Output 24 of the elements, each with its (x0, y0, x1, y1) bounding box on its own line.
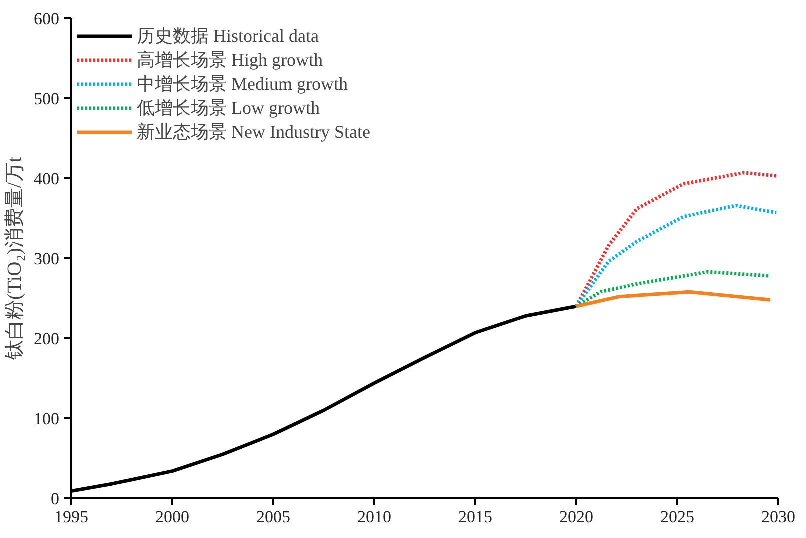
x-tick-label: 2030 (762, 508, 796, 526)
x-tick-label: 2015 (458, 508, 492, 526)
legend-label: 历史数据 Historical data (137, 25, 319, 48)
x-tick-label: 2005 (256, 508, 290, 526)
y-tick-label: 300 (34, 250, 60, 268)
y-axis-title: 钛白粉(TiO₂)消费量/万t (4, 156, 26, 361)
y-tick-label: 500 (34, 90, 60, 108)
y-tick-label: 200 (34, 330, 60, 348)
x-tick-label: 1995 (54, 508, 88, 526)
line-series (574, 290, 772, 308)
x-tick-label: 2020 (560, 508, 594, 526)
legend-label: 高增长场景 High growth (137, 49, 323, 72)
legend-label: 新业态场景 New Industry State (137, 121, 370, 144)
x-tick-label: 2000 (156, 508, 190, 526)
legend-label: 中增长场景 Medium growth (137, 73, 348, 96)
y-tick-label: 100 (34, 410, 60, 428)
x-tick-label: 2010 (358, 508, 392, 526)
line-series (574, 171, 778, 308)
y-tick-label: 400 (34, 170, 60, 188)
y-tick-label: 0 (51, 490, 60, 508)
x-tick-label: 2025 (660, 508, 694, 526)
y-tick-label: 600 (34, 10, 60, 28)
legend-label: 低增长场景 Low growth (137, 97, 320, 120)
line-series (574, 204, 778, 308)
